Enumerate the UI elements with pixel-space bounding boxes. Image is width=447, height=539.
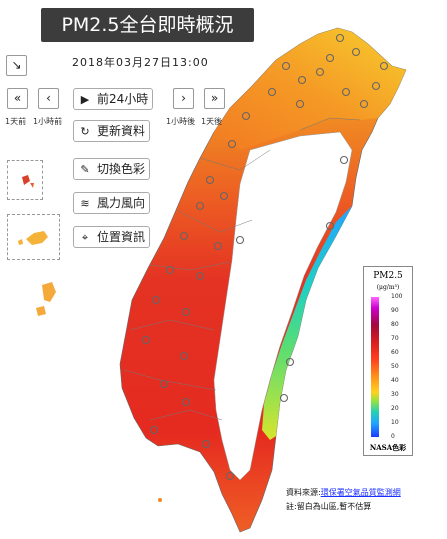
legend-tick: 60 bbox=[391, 349, 399, 356]
east-coast-region bbox=[262, 206, 352, 440]
switch-palette-button[interactable]: ✎ 切換色彩 bbox=[73, 158, 151, 180]
legend-footer: NASA色彩 bbox=[369, 443, 407, 452]
north-region bbox=[214, 28, 406, 150]
liuqiu-island bbox=[158, 498, 162, 502]
play-icon: ▶ bbox=[80, 93, 90, 106]
wind-button[interactable]: ≋ 風力風向 bbox=[73, 192, 151, 214]
source-link[interactable]: 環保署空氣品質監測網 bbox=[320, 488, 401, 497]
mountain-blank-area bbox=[213, 131, 353, 481]
legend-title: PM2.5 bbox=[373, 271, 403, 281]
one-hour-back-button[interactable]: ‹ bbox=[38, 88, 59, 109]
expand-arrow-icon[interactable]: ↘ bbox=[6, 55, 27, 76]
legend-tick: 40 bbox=[391, 377, 399, 384]
one-day-forward-button[interactable]: » bbox=[204, 88, 225, 109]
wind-label: 風力風向 bbox=[97, 196, 146, 210]
location-pin-icon: ⌖ bbox=[81, 231, 89, 244]
footnote: 註:留白為山區,暫不估算 bbox=[286, 502, 372, 511]
source-prefix: 資料來源: bbox=[286, 488, 321, 497]
legend-tick: 30 bbox=[391, 391, 399, 398]
refresh-data-button[interactable]: ↻ 更新資料 bbox=[73, 120, 151, 142]
kinmen-islands bbox=[18, 231, 48, 245]
monitoring-stations[interactable] bbox=[141, 33, 389, 481]
legend-tick: 0 bbox=[391, 433, 395, 440]
legend-tick: 70 bbox=[391, 335, 399, 342]
refresh-icon: ↻ bbox=[80, 125, 90, 138]
legend-unit: (μg/m³) bbox=[376, 284, 400, 291]
one-day-back-caption: 1天前 bbox=[5, 117, 27, 126]
one-hour-forward-button[interactable]: › bbox=[173, 88, 194, 109]
one-hour-back-caption: 1小時前 bbox=[33, 117, 63, 126]
one-day-forward-caption: 1天後 bbox=[201, 117, 223, 126]
pm25-legend: PM2.5 (μg/m³) 100 90 80 70 60 50 40 30 2… bbox=[363, 266, 413, 456]
legend-tick: 100 bbox=[391, 293, 403, 300]
wind-icon: ≋ bbox=[80, 197, 90, 210]
legend-tick: 90 bbox=[391, 307, 399, 314]
legend-color-bar bbox=[371, 297, 379, 437]
datetime-label: 2018年03月27日13:00 bbox=[72, 56, 209, 69]
county-borders bbox=[123, 117, 361, 421]
play-24h-button[interactable]: ▶ 前24小時 bbox=[73, 88, 154, 110]
eyedropper-icon: ✎ bbox=[80, 163, 90, 176]
data-source: 資料來源:環保署空氣品質監測網 bbox=[286, 487, 401, 498]
play-24h-label: 前24小時 bbox=[97, 92, 149, 106]
legend-tick: 50 bbox=[391, 363, 399, 370]
location-info-button[interactable]: ⌖ 位置資訊 bbox=[73, 226, 151, 248]
refresh-label: 更新資料 bbox=[97, 124, 146, 138]
one-day-back-button[interactable]: « bbox=[7, 88, 28, 109]
one-hour-forward-caption: 1小時後 bbox=[166, 117, 196, 126]
penghu-islands bbox=[36, 282, 56, 316]
matsu-inset[interactable] bbox=[7, 160, 43, 200]
legend-tick: 20 bbox=[391, 405, 399, 412]
legend-tick: 80 bbox=[391, 321, 399, 328]
legend-tick: 10 bbox=[391, 419, 399, 426]
palette-label: 切換色彩 bbox=[97, 162, 146, 176]
kinmen-inset[interactable] bbox=[7, 214, 60, 260]
page-title: PM2.5全台即時概況 bbox=[41, 8, 254, 42]
location-label: 位置資訊 bbox=[97, 230, 146, 244]
matsu-islands bbox=[22, 175, 34, 188]
